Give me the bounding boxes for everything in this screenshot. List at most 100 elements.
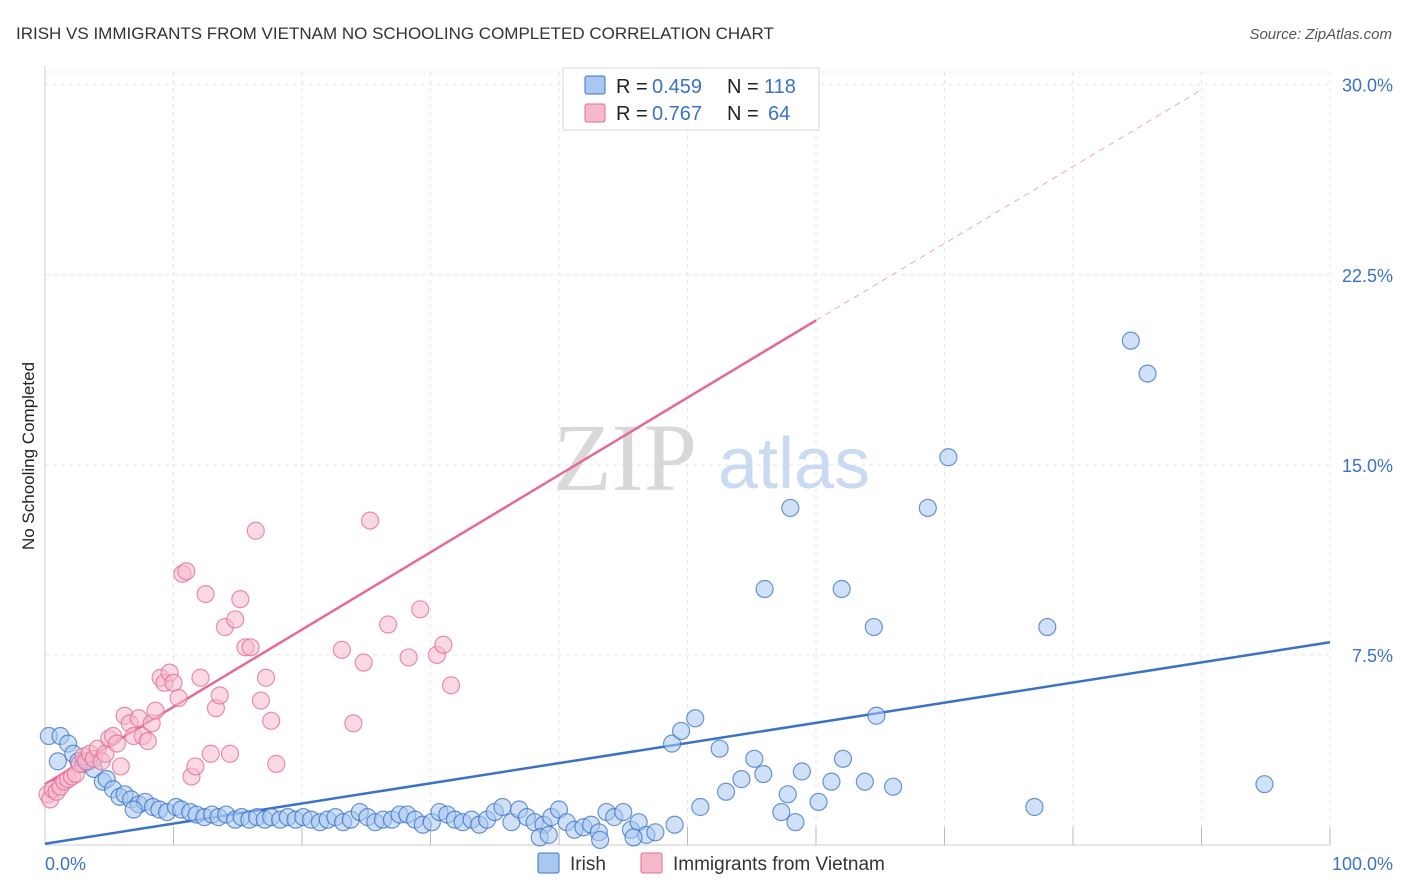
point-vietnam [332, 640, 351, 659]
point-irish [883, 777, 903, 796]
trend-line-vietnam [44, 319, 817, 786]
x-tick-label-min: 0.0% [45, 854, 86, 874]
stats-legend: R = 0.459 N = 118 R = 0.767 N = 64 [562, 67, 820, 131]
point-vietnam [361, 511, 380, 530]
stats-legend-box [562, 67, 820, 131]
point-irish [832, 579, 851, 599]
watermark-atlas: atlas [718, 424, 870, 504]
point-irish [786, 813, 805, 832]
point-vietnam [354, 653, 373, 672]
point-vietnam [220, 744, 240, 763]
point-irish [792, 762, 811, 781]
point-irish [778, 785, 797, 804]
legend-irish-r-label: R = [616, 76, 648, 98]
point-irish [624, 828, 643, 847]
point-irish [918, 498, 937, 518]
bottom-legend: Irish Immigrants from Vietnam [537, 852, 885, 875]
y-tick-label: 7.5% [1352, 646, 1393, 666]
legend-vietnam-n-label: N = [727, 103, 759, 125]
chart-source: Source: ZipAtlas.com [1249, 26, 1392, 43]
point-irish [646, 823, 665, 842]
point-irish [686, 709, 705, 728]
point-irish [772, 802, 791, 822]
point-irish [493, 797, 512, 817]
point-irish [591, 830, 610, 850]
point-vietnam [241, 638, 260, 657]
bottom-legend-irish: Irish [570, 854, 606, 875]
point-irish [1121, 331, 1140, 350]
point-vietnam [231, 590, 250, 609]
point-vietnam [196, 584, 215, 604]
point-irish [855, 772, 874, 791]
point-vietnam [191, 668, 210, 687]
point-irish [665, 815, 684, 834]
point-vietnam [177, 562, 196, 581]
legend-swatch-vietnam [584, 103, 606, 123]
point-vietnam [344, 714, 363, 733]
y-axis-label: No Schooling Completed [19, 362, 38, 550]
point-vietnam [138, 731, 157, 751]
point-irish [732, 770, 751, 789]
point-irish [1255, 775, 1274, 794]
legend-vietnam-n-value: 64 [768, 103, 790, 125]
point-irish [867, 706, 886, 725]
point-vietnam [164, 673, 183, 692]
y-tick-label: 22.5% [1342, 266, 1393, 286]
point-irish [754, 764, 773, 784]
point-irish [833, 749, 853, 768]
point-vietnam [201, 744, 220, 763]
point-vietnam [226, 610, 245, 629]
bottom-legend-swatch-irish [537, 852, 560, 874]
point-irish [614, 802, 633, 822]
trend-line-extension-vietnam [815, 89, 1202, 321]
point-vietnam [256, 668, 276, 687]
point-irish [691, 797, 710, 817]
point-vietnam [441, 676, 461, 695]
point-irish [745, 749, 764, 768]
point-irish [710, 739, 729, 758]
legend-irish-n-label: N = [727, 76, 759, 98]
point-vietnam [210, 686, 229, 705]
point-irish [671, 721, 691, 741]
point-irish [1025, 797, 1044, 817]
bottom-legend-swatch-vietnam [640, 852, 663, 874]
point-vietnam [169, 688, 188, 708]
legend-irish-r-value: 0.459 [652, 76, 702, 98]
point-irish [781, 498, 800, 518]
point-irish [124, 800, 143, 819]
point-irish [1038, 617, 1057, 637]
point-vietnam [111, 757, 130, 776]
point-irish [809, 792, 828, 812]
point-irish [539, 825, 558, 844]
legend-vietnam-r-label: R = [616, 103, 648, 125]
point-irish [662, 734, 682, 753]
point-vietnam [251, 691, 270, 710]
point-irish [864, 617, 883, 637]
point-vietnam [267, 754, 286, 773]
y-tick-label: 30.0% [1342, 76, 1393, 96]
point-irish [716, 782, 736, 801]
chart-title: IRISH VS IMMIGRANTS FROM VIETNAM NO SCHO… [16, 24, 774, 43]
point-irish [822, 772, 841, 791]
y-tick-label: 15.0% [1342, 456, 1393, 476]
legend-swatch-irish [584, 75, 606, 95]
point-vietnam [107, 734, 127, 753]
point-vietnam [411, 600, 430, 619]
point-irish [1138, 364, 1157, 383]
bottom-legend-vietnam: Immigrants from Vietnam [673, 854, 885, 875]
watermark: ZIP atlas [553, 404, 870, 511]
legend-irish-n-value: 118 [764, 76, 796, 98]
point-vietnam [262, 711, 281, 730]
point-vietnam [378, 615, 398, 634]
point-vietnam [399, 648, 418, 667]
x-tick-label-max: 100.0% [1332, 854, 1393, 874]
x-tick-labels: 0.0% 100.0% [45, 854, 1393, 874]
point-vietnam [246, 521, 265, 540]
data-points [38, 331, 1274, 850]
point-irish [755, 579, 774, 599]
y-tick-labels: 7.5% 15.0% 22.5% 30.0% [1342, 76, 1393, 666]
watermark-zip: ZIP [553, 404, 697, 511]
point-irish [48, 752, 67, 771]
